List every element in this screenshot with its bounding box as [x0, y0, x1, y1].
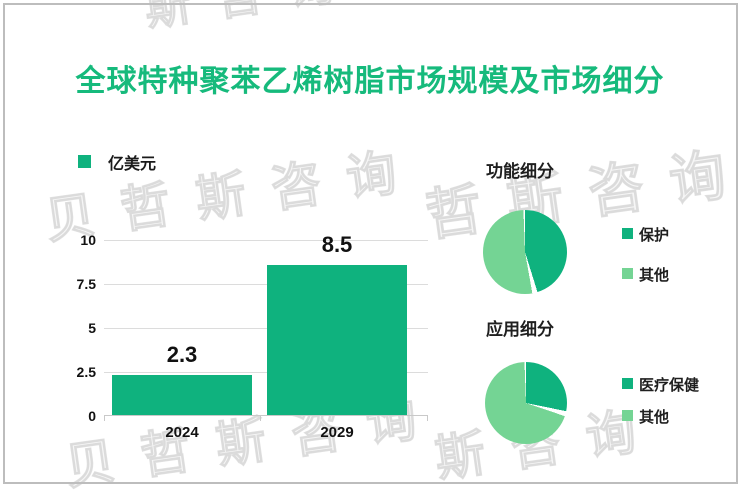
bar-2024 [112, 374, 252, 415]
y-axis-tick-label: 5 [88, 320, 96, 336]
legend-label-protection: 保护 [639, 227, 670, 244]
unit-legend-swatch-icon [78, 155, 91, 168]
bar-value-label-2024: 2.3 [166, 341, 198, 367]
bar-value-label-2029: 8.5 [321, 232, 353, 258]
pie2-section-title: 应用细分 [486, 320, 554, 339]
pie1-section-title: 功能细分 [486, 162, 554, 181]
x-axis-label-2024: 2024 [165, 424, 199, 441]
legend-swatch-icon [622, 268, 633, 279]
y-axis-tick-label: 7.5 [76, 276, 96, 292]
y-axis-tick-label: 10 [80, 232, 96, 248]
legend-swatch-icon [622, 228, 633, 239]
legend-swatch-icon [622, 410, 633, 421]
bar-chart-plot-area: 2.3 8.5 [104, 232, 428, 421]
watermark-text: 斯咨询 [140, 0, 363, 39]
y-axis-tick-label: 2.5 [76, 364, 96, 380]
x-axis-tick [260, 416, 261, 421]
unit-legend-label: 亿美元 [108, 156, 157, 173]
x-axis-label-2029: 2029 [320, 424, 354, 441]
legend-label-other: 其他 [639, 267, 670, 284]
legend-label-healthcare: 医疗保健 [639, 377, 700, 394]
pie-chart-function-segmentation [483, 210, 567, 294]
watermark-text: 哲斯咨询 [421, 139, 750, 248]
legend-label-other: 其他 [639, 409, 670, 426]
gridline [104, 372, 428, 373]
gridline [104, 328, 428, 329]
x-axis-tick [427, 416, 428, 421]
x-axis-tick [104, 416, 105, 421]
bar-2029 [267, 265, 407, 415]
pie-chart-application-segmentation [485, 362, 567, 444]
x-axis-line [104, 415, 428, 416]
gridline [104, 240, 428, 241]
page-title: 全球特种聚苯乙烯树脂市场规模及市场细分 [75, 65, 665, 98]
gridline [104, 284, 428, 285]
y-axis-tick-label: 0 [88, 408, 96, 424]
legend-swatch-icon [622, 378, 633, 389]
